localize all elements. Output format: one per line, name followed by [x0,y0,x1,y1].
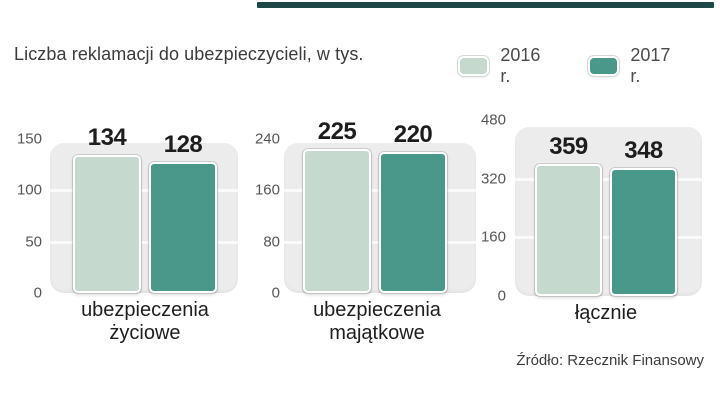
category-label: ubezpieczenia życiowe [81,299,209,344]
y-axis-tick-label: 50 [25,233,42,251]
bar-value-label: 348 [624,137,663,165]
legend-label-2017: 2017 r. [630,45,671,86]
y-axis-tick-label: 80 [263,233,280,251]
gridline [515,177,702,181]
gridline [50,240,238,244]
legend-label-2016: 2016 r. [500,45,541,86]
legend-swatch-2016 [458,56,490,76]
chart-title: Liczba reklamacji do ubezpieczycieli, w … [14,44,364,64]
legend-item-2017: 2017 r. [588,45,676,87]
y-axis-tick-label: 100 [16,181,42,199]
bar-value-label: 359 [549,133,588,161]
y-axis-tick-label: 0 [497,287,506,305]
bar-value-label: 220 [393,120,433,148]
y-axis-tick-label: 320 [480,170,506,188]
source-note: Źródło: Rzecznik Finansowy [516,352,704,369]
legend-item-2016: 2016 r. [458,45,546,87]
bar-value-label: 128 [163,130,203,158]
bar-2016r [303,148,371,293]
top-accent-rule [257,2,714,8]
y-axis-tick-label: 160 [254,181,280,199]
bar-2017r [379,151,447,293]
bar-2017r [610,168,677,296]
y-axis-tick-label: 240 [254,130,280,148]
legend-swatch-2017 [588,56,620,76]
y-axis-tick-label: 480 [480,111,506,129]
y-axis-tick-label: 0 [271,284,280,302]
bar-2017r [149,161,217,293]
y-axis-tick-label: 160 [480,228,506,246]
category-label: łącznie [574,302,638,324]
bar-2016r [535,164,602,296]
bar-value-label: 225 [317,117,357,145]
category-label: ubezpieczenia majątkowe [313,299,441,344]
bar-2016r [73,155,141,293]
gridline [515,236,702,240]
y-axis-tick-label: 150 [16,130,42,148]
gridline [50,189,238,193]
bar-value-label: 134 [87,124,127,152]
y-axis-tick-label: 0 [33,284,42,302]
